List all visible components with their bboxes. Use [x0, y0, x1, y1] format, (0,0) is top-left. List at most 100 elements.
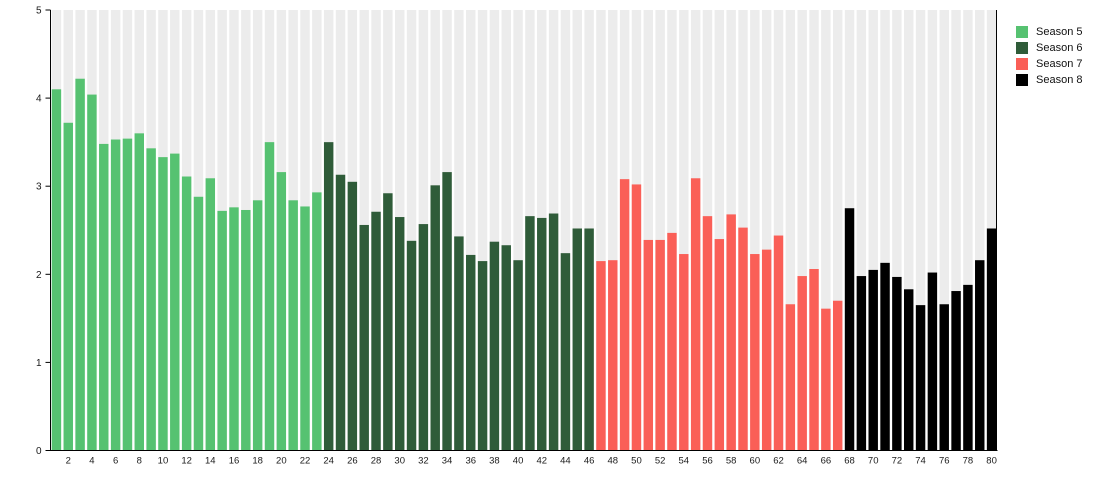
bar-episode-19	[264, 142, 275, 451]
background-band	[880, 10, 890, 451]
bar-episode-9	[146, 148, 156, 451]
y-tick-label: 5	[36, 6, 42, 17]
bar-episode-47	[596, 261, 606, 451]
background-band	[785, 10, 796, 451]
bar-episode-72	[892, 276, 902, 451]
bar-episode-49	[619, 179, 630, 451]
bar-episode-25	[335, 174, 346, 451]
bar-episode-27	[359, 224, 369, 451]
x-tick-label: 16	[229, 456, 240, 467]
legend-swatch-season-6	[1016, 42, 1028, 54]
background-band	[477, 10, 488, 451]
bar-episode-74	[915, 305, 926, 451]
x-tick-label: 68	[844, 456, 855, 467]
x-tick-label: 8	[137, 456, 142, 467]
bar-episode-58	[726, 214, 736, 451]
bar-episode-52	[655, 239, 665, 451]
bar-episode-39	[501, 245, 511, 451]
bar-episode-40	[513, 260, 523, 451]
x-tick-label: 22	[300, 456, 311, 467]
bar-episode-10	[158, 157, 168, 451]
legend-label: Season 8	[1036, 74, 1083, 86]
x-tick-label: 56	[702, 456, 713, 467]
x-tick-label: 70	[868, 456, 879, 467]
background-band	[821, 10, 831, 451]
bar-episode-64	[797, 276, 807, 451]
x-tick-label: 30	[394, 456, 405, 467]
background-band	[406, 10, 417, 451]
background-band	[832, 10, 843, 451]
x-tick-label: 4	[89, 456, 94, 467]
background-band	[761, 10, 772, 451]
bar-episode-31	[406, 240, 417, 451]
x-tick-label: 76	[939, 456, 950, 467]
bar-episode-3	[75, 78, 85, 451]
bar-episode-51	[643, 239, 654, 451]
background-band	[714, 10, 725, 451]
bar-episode-17	[241, 209, 251, 451]
bar-episode-14	[205, 178, 216, 451]
x-tick-label: 66	[821, 456, 832, 467]
background-band	[809, 10, 819, 451]
bar-episode-18	[252, 200, 263, 451]
bar-episode-6	[110, 139, 121, 451]
bar-episode-32	[418, 224, 429, 451]
legend-swatch-season-8	[1016, 74, 1028, 86]
chart-legend: Season 5 Season 6 Season 7 Season 8	[1016, 26, 1082, 86]
bar-episode-11	[170, 153, 180, 451]
x-tick-label: 20	[276, 456, 287, 467]
legend-label: Season 6	[1036, 42, 1083, 54]
x-tick-label: 26	[347, 456, 358, 467]
bar-episode-66	[821, 308, 831, 451]
bar-episode-79	[975, 260, 985, 451]
x-tick-label: 10	[158, 456, 169, 467]
bar-episode-13	[193, 196, 204, 451]
x-tick-label: 74	[915, 456, 926, 467]
x-tick-label: 24	[323, 456, 334, 467]
bar-episode-24	[323, 142, 334, 451]
x-tick-label: 38	[489, 456, 500, 467]
legend-item-season-5: Season 5	[1016, 26, 1082, 38]
bar-episode-71	[880, 262, 890, 451]
legend-item-season-8: Season 8	[1016, 74, 1082, 86]
bar-episode-5	[99, 143, 109, 451]
background-band	[513, 10, 523, 451]
x-tick-label: 64	[797, 456, 808, 467]
x-tick-label: 58	[726, 456, 737, 467]
bar-episode-42	[537, 217, 547, 451]
bar-episode-26	[347, 181, 358, 451]
x-tick-label: 54	[679, 456, 690, 467]
bar-episode-55	[690, 178, 701, 451]
y-tick-label: 1	[36, 358, 42, 369]
bar-episode-56	[702, 216, 713, 451]
x-tick-label: 18	[252, 456, 263, 467]
legend-item-season-6: Season 6	[1016, 42, 1082, 54]
x-tick-label: 34	[442, 456, 453, 467]
bar-episode-75	[927, 272, 938, 451]
bar-episode-70	[868, 269, 878, 451]
bar-episode-69	[856, 276, 867, 451]
bar-episode-80	[986, 228, 997, 451]
x-tick-label: 14	[205, 456, 216, 467]
legend-swatch-season-7	[1016, 58, 1028, 70]
x-tick-label: 60	[750, 456, 761, 467]
x-tick-label: 44	[560, 456, 571, 467]
legend-swatch-season-5	[1016, 26, 1028, 38]
background-band	[489, 10, 500, 451]
background-band	[596, 10, 606, 451]
background-band	[655, 10, 665, 451]
bar-episode-33	[430, 185, 440, 451]
bar-episode-4	[87, 94, 97, 451]
bar-episode-35	[454, 236, 464, 451]
bar-episode-12	[181, 176, 192, 451]
bar-episode-8	[134, 133, 144, 451]
bar-episode-45	[572, 228, 582, 451]
bar-episode-62	[773, 235, 784, 451]
bar-episode-23	[312, 192, 322, 451]
legend-label: Season 5	[1036, 26, 1083, 38]
y-tick-label: 2	[36, 270, 42, 281]
x-tick-label: 42	[536, 456, 547, 467]
background-band	[466, 10, 476, 451]
